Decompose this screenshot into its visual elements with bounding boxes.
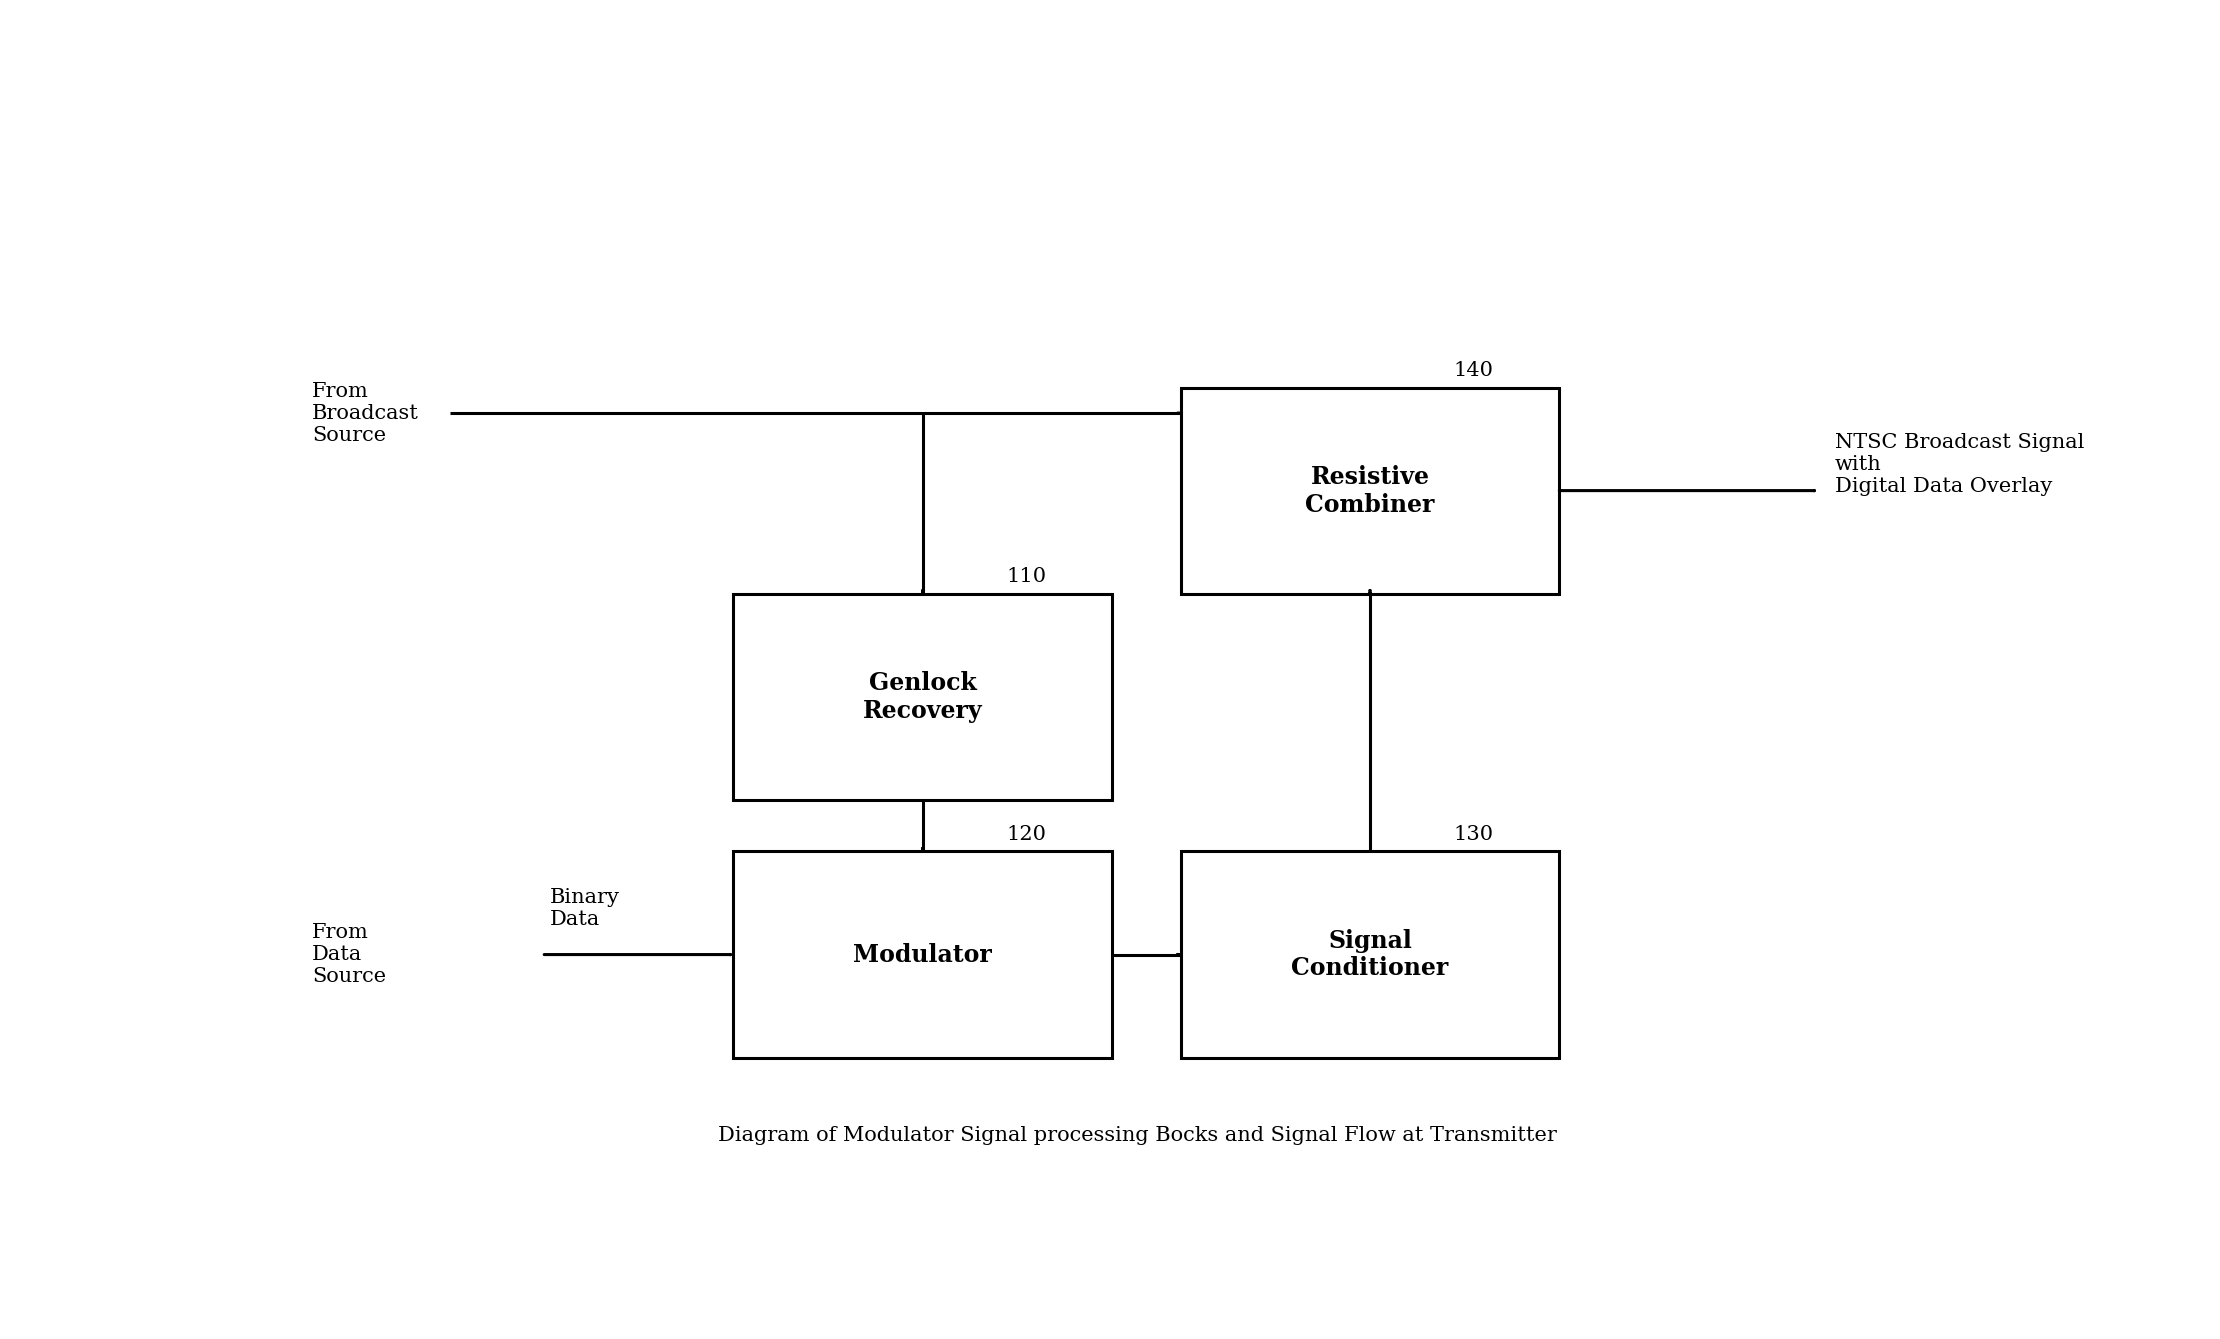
Text: Resistive
Combiner: Resistive Combiner [1305,465,1434,517]
FancyBboxPatch shape [733,852,1112,1058]
FancyBboxPatch shape [1181,387,1558,593]
Text: From
Data
Source: From Data Source [311,923,386,986]
Text: Binary
Data: Binary Data [548,888,619,929]
Text: Genlock
Recovery: Genlock Recovery [864,671,983,723]
Text: From
Broadcast
Source: From Broadcast Source [311,382,420,445]
Text: NTSC Broadcast Signal
with
Digital Data Overlay: NTSC Broadcast Signal with Digital Data … [1834,434,2085,497]
Text: 130: 130 [1454,825,1494,845]
Text: Signal
Conditioner: Signal Conditioner [1292,929,1450,980]
Text: 140: 140 [1454,362,1494,380]
Text: 120: 120 [1006,825,1046,845]
Text: 110: 110 [1006,568,1046,586]
FancyBboxPatch shape [1181,852,1558,1058]
FancyBboxPatch shape [733,593,1112,799]
Text: Diagram of Modulator Signal processing Bocks and Signal Flow at Transmitter: Diagram of Modulator Signal processing B… [719,1126,1556,1145]
Text: Modulator: Modulator [852,943,992,967]
